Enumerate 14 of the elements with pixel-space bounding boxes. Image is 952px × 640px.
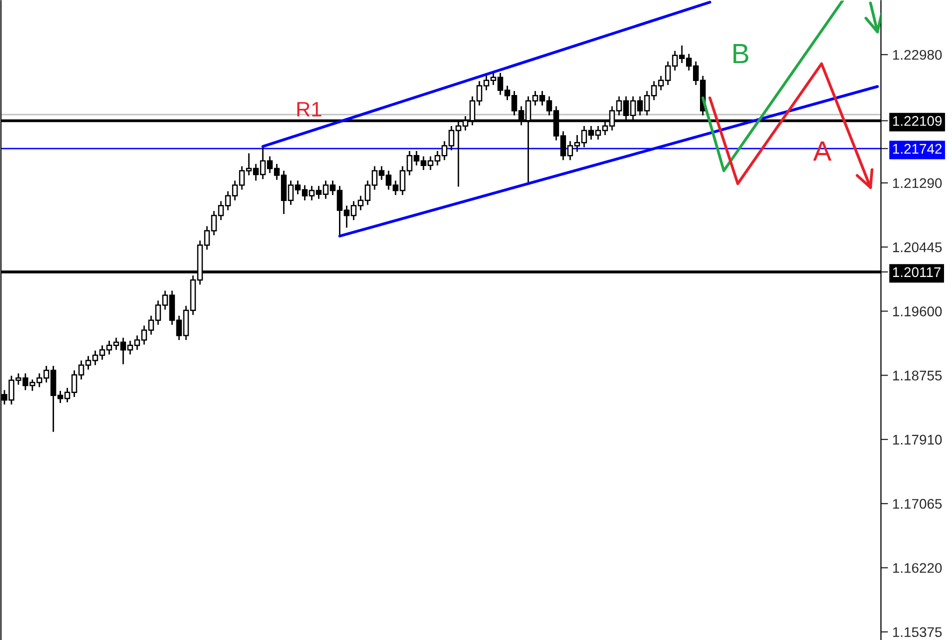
y-tick-label: 1.19600 [893,306,942,316]
y-tick-label: 1.20445 [893,242,942,252]
y-tick-label: 1.21742 [893,144,942,154]
y-tick-label: 1.16220 [893,563,942,573]
y-tick-label: 1.15375 [893,627,942,638]
y-tick-label: 1.20117 [893,267,941,278]
y-tick-label: 1.17910 [893,434,942,445]
y-tick-label: 1.21290 [893,178,942,188]
y-tick-label: 1.18755 [893,370,942,380]
series-label: B [734,44,748,64]
y-tick-label: 1.22980 [893,50,942,60]
y-tick-label: 1.17065 [893,498,942,509]
ref-line-label: R1 [297,102,322,116]
y-tick-label: 1.22109 [893,116,942,126]
